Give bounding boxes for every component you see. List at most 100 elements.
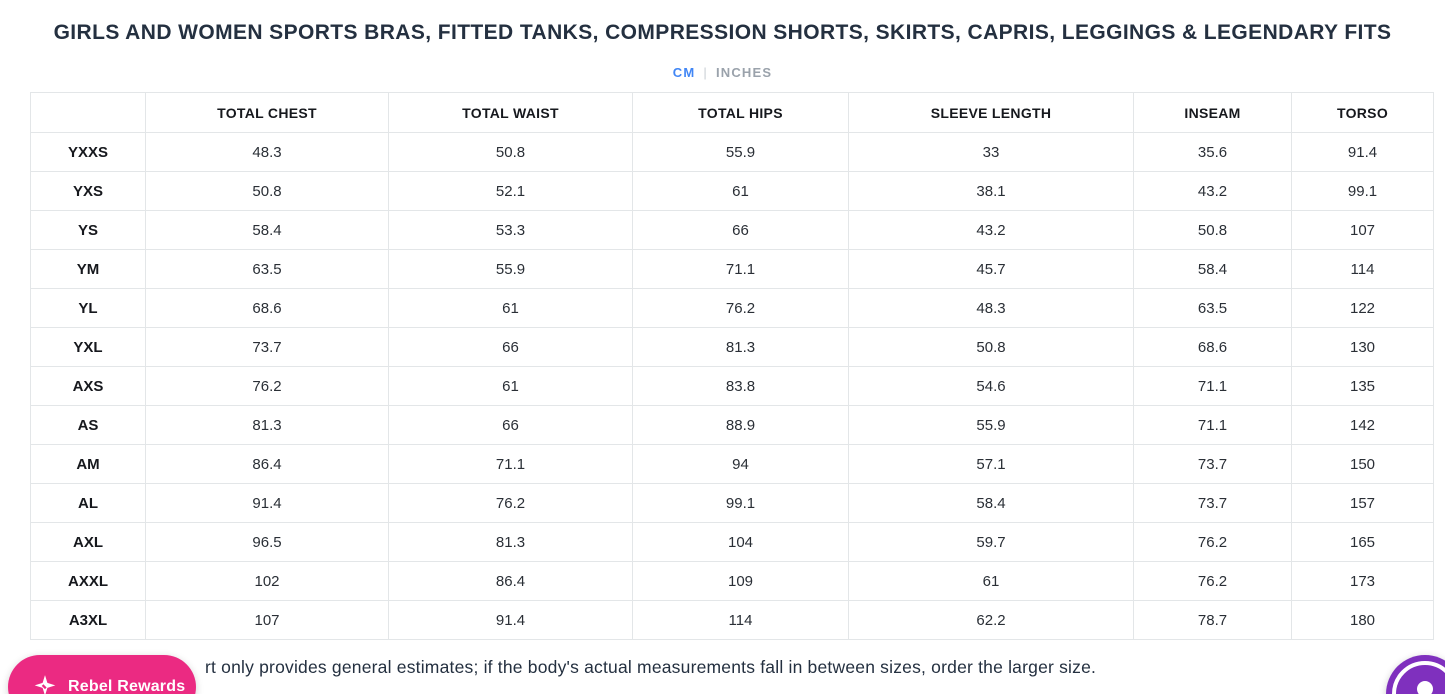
- measurement-cell: 61: [632, 171, 849, 211]
- measurement-cell: 86.4: [145, 444, 389, 484]
- measurement-cell: 50.8: [388, 132, 633, 172]
- measurement-cell: 33: [848, 132, 1134, 172]
- rebel-star-icon: [34, 675, 56, 694]
- measurement-cell: 43.2: [848, 210, 1134, 250]
- measurement-cell: 76.2: [1133, 561, 1292, 601]
- measurement-cell: 53.3: [388, 210, 633, 250]
- accessibility-widget-button[interactable]: [1386, 655, 1445, 694]
- size-label: AXXL: [30, 561, 146, 601]
- measurement-cell: 165: [1291, 522, 1434, 562]
- measurement-column-header: TORSO: [1291, 92, 1434, 133]
- size-label: AXL: [30, 522, 146, 562]
- measurement-cell: 73.7: [145, 327, 389, 367]
- size-label: AM: [30, 444, 146, 484]
- measurement-cell: 48.3: [848, 288, 1134, 328]
- size-label: YM: [30, 249, 146, 289]
- size-column-header: [30, 92, 146, 133]
- size-label: YS: [30, 210, 146, 250]
- table-row: AM 86.4 71.1 94 57.1 73.7 150: [30, 444, 1434, 484]
- measurement-cell: 104: [632, 522, 849, 562]
- measurement-cell: 57.1: [848, 444, 1134, 484]
- size-label: YXS: [30, 171, 146, 211]
- measurement-cell: 102: [145, 561, 389, 601]
- size-note-text: rt only provides general estimates; if t…: [205, 657, 1097, 677]
- table-row: YM 63.5 55.9 71.1 45.7 58.4 114: [30, 249, 1434, 289]
- measurement-cell: 114: [632, 600, 849, 640]
- size-label: AL: [30, 483, 146, 523]
- measurement-cell: 50.8: [145, 171, 389, 211]
- measurement-cell: 43.2: [1133, 171, 1292, 211]
- measurement-cell: 99.1: [1291, 171, 1434, 211]
- measurement-cell: 81.3: [145, 405, 389, 445]
- size-label: AXS: [30, 366, 146, 406]
- unit-separator: |: [703, 65, 708, 80]
- table-row: YXXS 48.3 50.8 55.9 33 35.6 91.4: [30, 132, 1434, 172]
- measurement-cell: 91.4: [388, 600, 633, 640]
- measurement-cell: 61: [848, 561, 1134, 601]
- rebel-rewards-label: Rebel Rewards: [68, 678, 186, 694]
- measurement-cell: 76.2: [145, 366, 389, 406]
- measurement-cell: 122: [1291, 288, 1434, 328]
- rebel-rewards-button[interactable]: Rebel Rewards: [8, 655, 196, 694]
- measurement-cell: 76.2: [1133, 522, 1292, 562]
- measurement-cell: 62.2: [848, 600, 1134, 640]
- table-row: AXS 76.2 61 83.8 54.6 71.1 135: [30, 366, 1434, 406]
- measurement-cell: 71.1: [1133, 405, 1292, 445]
- measurement-cell: 66: [388, 405, 633, 445]
- size-label: A3XL: [30, 600, 146, 640]
- measurement-cell: 76.2: [388, 483, 633, 523]
- table-row: AL 91.4 76.2 99.1 58.4 73.7 157: [30, 483, 1434, 523]
- size-label: YL: [30, 288, 146, 328]
- measurement-cell: 73.7: [1133, 444, 1292, 484]
- measurement-cell: 52.1: [388, 171, 633, 211]
- size-label: YXL: [30, 327, 146, 367]
- measurement-cell: 73.7: [1133, 483, 1292, 523]
- measurement-cell: 180: [1291, 600, 1434, 640]
- measurement-cell: 81.3: [632, 327, 849, 367]
- measurement-cell: 68.6: [1133, 327, 1292, 367]
- measurement-cell: 107: [1291, 210, 1434, 250]
- unit-toggle: CM | INCHES: [0, 65, 1445, 80]
- measurement-cell: 48.3: [145, 132, 389, 172]
- measurement-cell: 142: [1291, 405, 1434, 445]
- measurement-cell: 96.5: [145, 522, 389, 562]
- measurement-cell: 63.5: [1133, 288, 1292, 328]
- measurement-cell: 99.1: [632, 483, 849, 523]
- table-row: A3XL 107 91.4 114 62.2 78.7 180: [30, 600, 1434, 640]
- measurement-cell: 55.9: [632, 132, 849, 172]
- measurement-cell: 45.7: [848, 249, 1134, 289]
- measurement-cell: 173: [1291, 561, 1434, 601]
- size-chart-table: TOTAL CHEST TOTAL WAIST TOTAL HIPS SLEEVE L…: [30, 92, 1434, 640]
- measurement-cell: 50.8: [848, 327, 1134, 367]
- page-title: GIRLS AND WOMEN SPORTS BRAS, FITTED TANK…: [53, 21, 1392, 44]
- table-header-row: TOTAL CHEST TOTAL WAIST TOTAL HIPS SLEEVE L…: [30, 92, 1434, 133]
- unit-cm-button[interactable]: CM: [672, 65, 696, 80]
- table-row: YL 68.6 61 76.2 48.3 63.5 122: [30, 288, 1434, 328]
- measurement-cell: 76.2: [632, 288, 849, 328]
- measurement-column-header: INSEAM: [1133, 92, 1292, 133]
- table-row: AXXL 102 86.4 109 61 76.2 173: [30, 561, 1434, 601]
- table-row: YS 58.4 53.3 66 43.2 50.8 107: [30, 210, 1434, 250]
- measurement-cell: 35.6: [1133, 132, 1292, 172]
- measurement-cell: 59.7: [848, 522, 1134, 562]
- measurement-cell: 78.7: [1133, 600, 1292, 640]
- measurement-cell: 38.1: [848, 171, 1134, 211]
- measurement-cell: 107: [145, 600, 389, 640]
- measurement-cell: 58.4: [145, 210, 389, 250]
- measurement-cell: 58.4: [848, 483, 1134, 523]
- measurement-cell: 55.9: [848, 405, 1134, 445]
- measurement-cell: 88.9: [632, 405, 849, 445]
- measurement-cell: 130: [1291, 327, 1434, 367]
- unit-inches-button[interactable]: INCHES: [715, 65, 773, 80]
- measurement-cell: 71.1: [632, 249, 849, 289]
- measurement-cell: 55.9: [388, 249, 633, 289]
- measurement-cell: 86.4: [388, 561, 633, 601]
- table-row: AXL 96.5 81.3 104 59.7 76.2 165: [30, 522, 1434, 562]
- measurement-cell: 61: [388, 366, 633, 406]
- measurement-cell: 68.6: [145, 288, 389, 328]
- measurement-column-header: TOTAL HIPS: [632, 92, 849, 133]
- table-row: AS 81.3 66 88.9 55.9 71.1 142: [30, 405, 1434, 445]
- measurement-cell: 61: [388, 288, 633, 328]
- measurement-cell: 157: [1291, 483, 1434, 523]
